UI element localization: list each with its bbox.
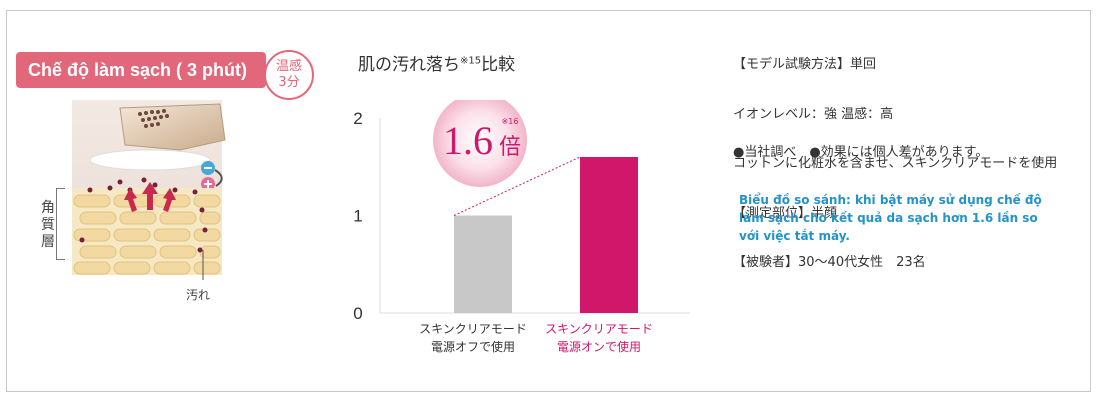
growth-connector	[453, 156, 581, 216]
x-tick-label-2: スキンクリアモード	[545, 322, 653, 336]
y-tick-label: 2	[353, 109, 362, 128]
content-frame	[6, 10, 1091, 392]
method-line-3: コットンに化粧水を含ませ、スキンクリアモードを使用	[733, 156, 1058, 171]
method-line-5: 【被験者】30～40代女性 23名	[733, 255, 926, 270]
chart-title-footnote: ※15	[460, 55, 482, 67]
method-line-4: 【測定部位】半顔	[733, 205, 838, 221]
x-tick-label-1: スキンクリアモード	[419, 322, 527, 336]
stratum-bracket	[56, 188, 65, 260]
x-tick-label-1: 電源オフで使用	[431, 339, 515, 354]
device-dots	[138, 109, 169, 128]
mode-label: Chế độ làm sạch ( 3 phút)	[16, 52, 266, 88]
temperature-badge-line2: 3分	[278, 75, 300, 90]
cotton-pad	[89, 149, 211, 171]
x-tick-label-2: 電源オンで使用	[557, 339, 641, 354]
method-line-2: イオンレベル：強 温感：高	[733, 106, 894, 122]
y-tick-label: 1	[353, 207, 362, 226]
vietnamese-caption: Biểu đồ so sánh: khi bật máy sử dụng chế…	[739, 193, 1042, 243]
temperature-badge: 温感 3分	[264, 50, 314, 100]
test-method-block: 【モデル試験方法】単回 イオンレベル：強 温感：高 コットンに化粧水を含ませ、ス…	[733, 24, 1057, 288]
survey-note: ●当社調べ ●効果には個人差があります。	[733, 145, 989, 160]
bar-1	[454, 215, 512, 313]
method-line-1: 【モデル試験方法】単回	[733, 57, 877, 72]
plot-area	[380, 118, 690, 313]
chart-title: 肌の汚れ落ち※15比較	[358, 50, 515, 75]
bar-2	[580, 157, 638, 313]
chart-title-suffix: 比較	[481, 55, 516, 75]
multiplier-bubble	[433, 100, 527, 187]
y-tick-label: 0	[353, 304, 362, 323]
multiplier-value: 1.6	[443, 118, 493, 163]
dirt-label: 汚れ	[186, 288, 211, 302]
multiplier-footnote: ※16	[502, 117, 519, 126]
lifting-arrows	[124, 182, 176, 212]
multiplier-unit: 倍	[499, 135, 521, 160]
device-head	[119, 103, 226, 151]
stratum-corneum-label: 角質層	[41, 200, 55, 250]
skin-cleansing-illustration	[72, 100, 226, 280]
chart-title-main: 肌の汚れ落ち	[358, 55, 460, 75]
temperature-badge-line1: 温感	[275, 59, 302, 74]
dirt-particles	[79, 177, 208, 253]
